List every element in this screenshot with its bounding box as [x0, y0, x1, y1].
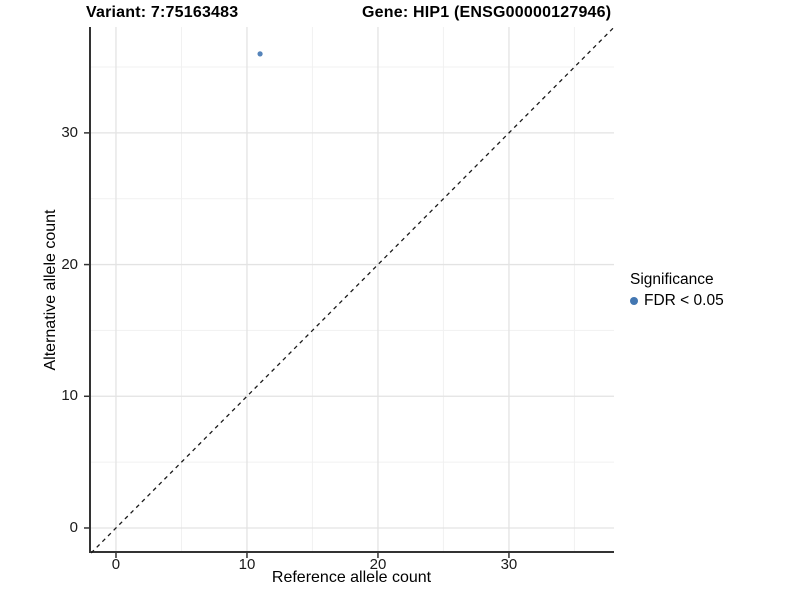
- plot-panel: [84, 26, 615, 558]
- y-tick-label: 30: [61, 123, 78, 141]
- y-axis-label: Alternative allele count: [42, 209, 59, 371]
- legend-item-label: FDR < 0.05: [644, 292, 724, 309]
- y-tick-label: 0: [69, 518, 78, 536]
- legend-point-icon: [630, 297, 638, 305]
- x-tick-label: 20: [369, 556, 387, 573]
- legend-title: Significance: [630, 271, 714, 288]
- plot-title-variant: Variant: 7:75163483: [86, 4, 239, 21]
- data-point: [257, 51, 263, 57]
- y-tick-label: 10: [61, 387, 78, 405]
- x-tick-label: 30: [500, 556, 518, 573]
- legend: Significance FDR < 0.05: [630, 271, 724, 310]
- plot-svg: [84, 26, 615, 558]
- plot-title-gene: Gene: HIP1 (ENSG00000127946): [362, 4, 612, 21]
- x-axis-label: Reference allele count: [271, 569, 432, 586]
- identity-line: [90, 26, 615, 554]
- x-tick-label: 10: [238, 556, 256, 573]
- x-tick-label: 0: [111, 556, 121, 573]
- y-tick-label: 20: [61, 255, 78, 273]
- legend-item: FDR < 0.05: [630, 292, 724, 310]
